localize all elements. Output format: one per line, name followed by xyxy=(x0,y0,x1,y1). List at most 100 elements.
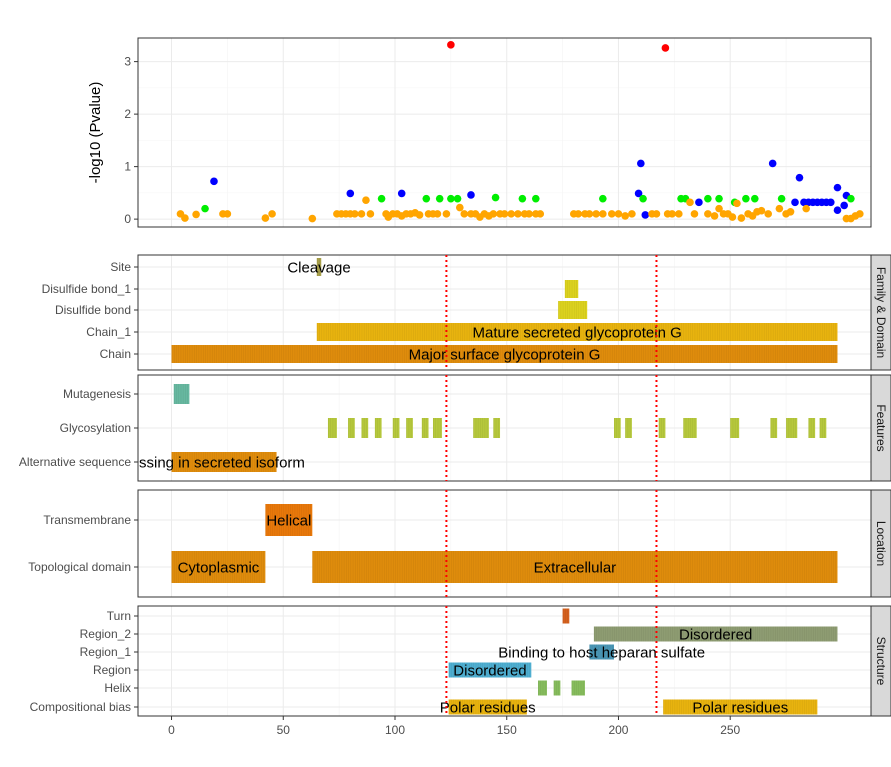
feature-bar-fill xyxy=(392,418,400,438)
feature-bar xyxy=(564,280,579,298)
facet-features: ssing in secreted isoform xyxy=(139,384,827,472)
data-point-orange xyxy=(675,210,683,218)
feature-bar xyxy=(392,418,400,438)
feature-bar xyxy=(348,418,355,438)
row-label: Glycosylation xyxy=(60,421,131,435)
data-point-blue xyxy=(467,191,475,199)
feature-bar xyxy=(448,699,527,715)
feature-bar-fill xyxy=(553,680,561,696)
feature-label: Extracellular xyxy=(534,560,617,577)
data-point-orange xyxy=(585,210,594,218)
x-tick-label: 150 xyxy=(497,723,517,737)
data-point-green xyxy=(447,194,455,203)
facet-strip-label: Features xyxy=(874,404,888,451)
data-point-blue xyxy=(695,198,703,207)
feature-bar xyxy=(265,504,313,536)
data-point-orange xyxy=(181,214,189,222)
feature-label: Helical xyxy=(266,513,311,530)
feature-bar-fill xyxy=(312,551,838,583)
feature-label: Binding to host heparan sulfate xyxy=(498,645,705,662)
row-label: Mutagenesis xyxy=(63,387,131,401)
data-point-blue xyxy=(791,198,799,207)
feature-label: Cleavage xyxy=(287,260,350,277)
pvalue-minor-grid xyxy=(138,38,871,227)
data-point-blue xyxy=(346,189,355,198)
feature-bar-fill xyxy=(171,345,838,363)
feature-bar-fill xyxy=(819,418,827,438)
data-point-green xyxy=(453,194,462,203)
row-label: Topological domain xyxy=(28,560,131,574)
feature-bar xyxy=(819,418,827,438)
data-point-green xyxy=(777,194,786,203)
feature-bar-fill xyxy=(327,418,337,438)
data-point-orange xyxy=(757,206,766,215)
data-point-orange xyxy=(733,199,741,208)
feature-label: Disordered xyxy=(453,663,526,680)
data-point-orange xyxy=(686,198,694,207)
data-point-orange xyxy=(525,210,533,218)
row-label: Transmembrane xyxy=(43,513,131,527)
data-point-orange xyxy=(362,196,370,205)
feature-bar-fill xyxy=(171,452,277,472)
data-point-orange xyxy=(433,210,442,218)
row-label: Region xyxy=(93,663,131,677)
data-point-green xyxy=(742,194,750,203)
feature-bar xyxy=(171,452,277,472)
y-axis-title: -log10 (Pvalue) xyxy=(87,82,104,184)
data-point-blue xyxy=(840,201,848,210)
row-label: Compositional bias xyxy=(30,700,131,714)
data-point-green xyxy=(847,194,855,203)
feature-bar xyxy=(171,551,266,583)
facet-strip-label: Family & Domain xyxy=(874,267,888,358)
data-point-orange xyxy=(514,210,522,218)
feature-bar xyxy=(786,418,798,438)
feature-bar-fill xyxy=(173,384,190,404)
data-point-red xyxy=(447,41,455,49)
data-point-blue xyxy=(397,189,406,198)
data-point-orange xyxy=(715,204,723,213)
data-point-orange xyxy=(737,214,746,222)
feature-bar xyxy=(571,680,585,696)
pvalue-panel: 0 1 2 3 -log10 (Pvalue) xyxy=(87,37,872,228)
x-axis: 0 50 100 150 200 250 xyxy=(168,716,741,737)
row-label: Helix xyxy=(104,681,131,695)
feature-bar xyxy=(448,662,532,678)
feature-bar xyxy=(406,418,413,438)
feature-bar-fill xyxy=(564,280,579,298)
data-point-blue xyxy=(826,198,835,207)
data-point-orange xyxy=(668,210,676,218)
data-point-orange xyxy=(607,210,616,218)
feature-bar xyxy=(171,345,838,363)
feature-bar-fill xyxy=(361,418,369,438)
data-point-green xyxy=(599,194,607,203)
feature-bar xyxy=(493,418,501,438)
feature-bar xyxy=(316,258,322,276)
data-point-orange xyxy=(308,214,317,223)
x-tick-label: 200 xyxy=(608,723,628,737)
data-point-orange xyxy=(536,210,545,218)
data-point-orange xyxy=(350,210,359,218)
feature-bar xyxy=(432,418,442,438)
facet-background xyxy=(138,606,871,716)
feature-bar xyxy=(327,418,337,438)
pvalue-points xyxy=(176,41,864,223)
row-label: Disulfide bond_1 xyxy=(42,282,132,296)
data-point-orange xyxy=(456,203,464,212)
feature-bar-fill xyxy=(558,301,588,319)
feature-bar-fill xyxy=(493,418,501,438)
feature-bar-fill xyxy=(473,418,489,438)
data-point-blue xyxy=(795,173,804,182)
feature-bar-fill xyxy=(614,418,621,438)
feature-bar xyxy=(658,418,666,438)
facet-panel-features: ssing in secreted isoform Mutagenesis Glyc… xyxy=(19,374,891,482)
data-point-green xyxy=(518,194,527,203)
feature-bar-fill xyxy=(265,504,313,536)
reference-lines xyxy=(445,255,658,716)
feature-bar-fill xyxy=(538,680,547,696)
feature-bar-fill xyxy=(432,418,442,438)
data-point-green xyxy=(715,194,723,203)
data-point-red xyxy=(661,44,670,52)
data-point-orange xyxy=(599,210,607,218)
feature-bar-fill xyxy=(316,258,322,276)
